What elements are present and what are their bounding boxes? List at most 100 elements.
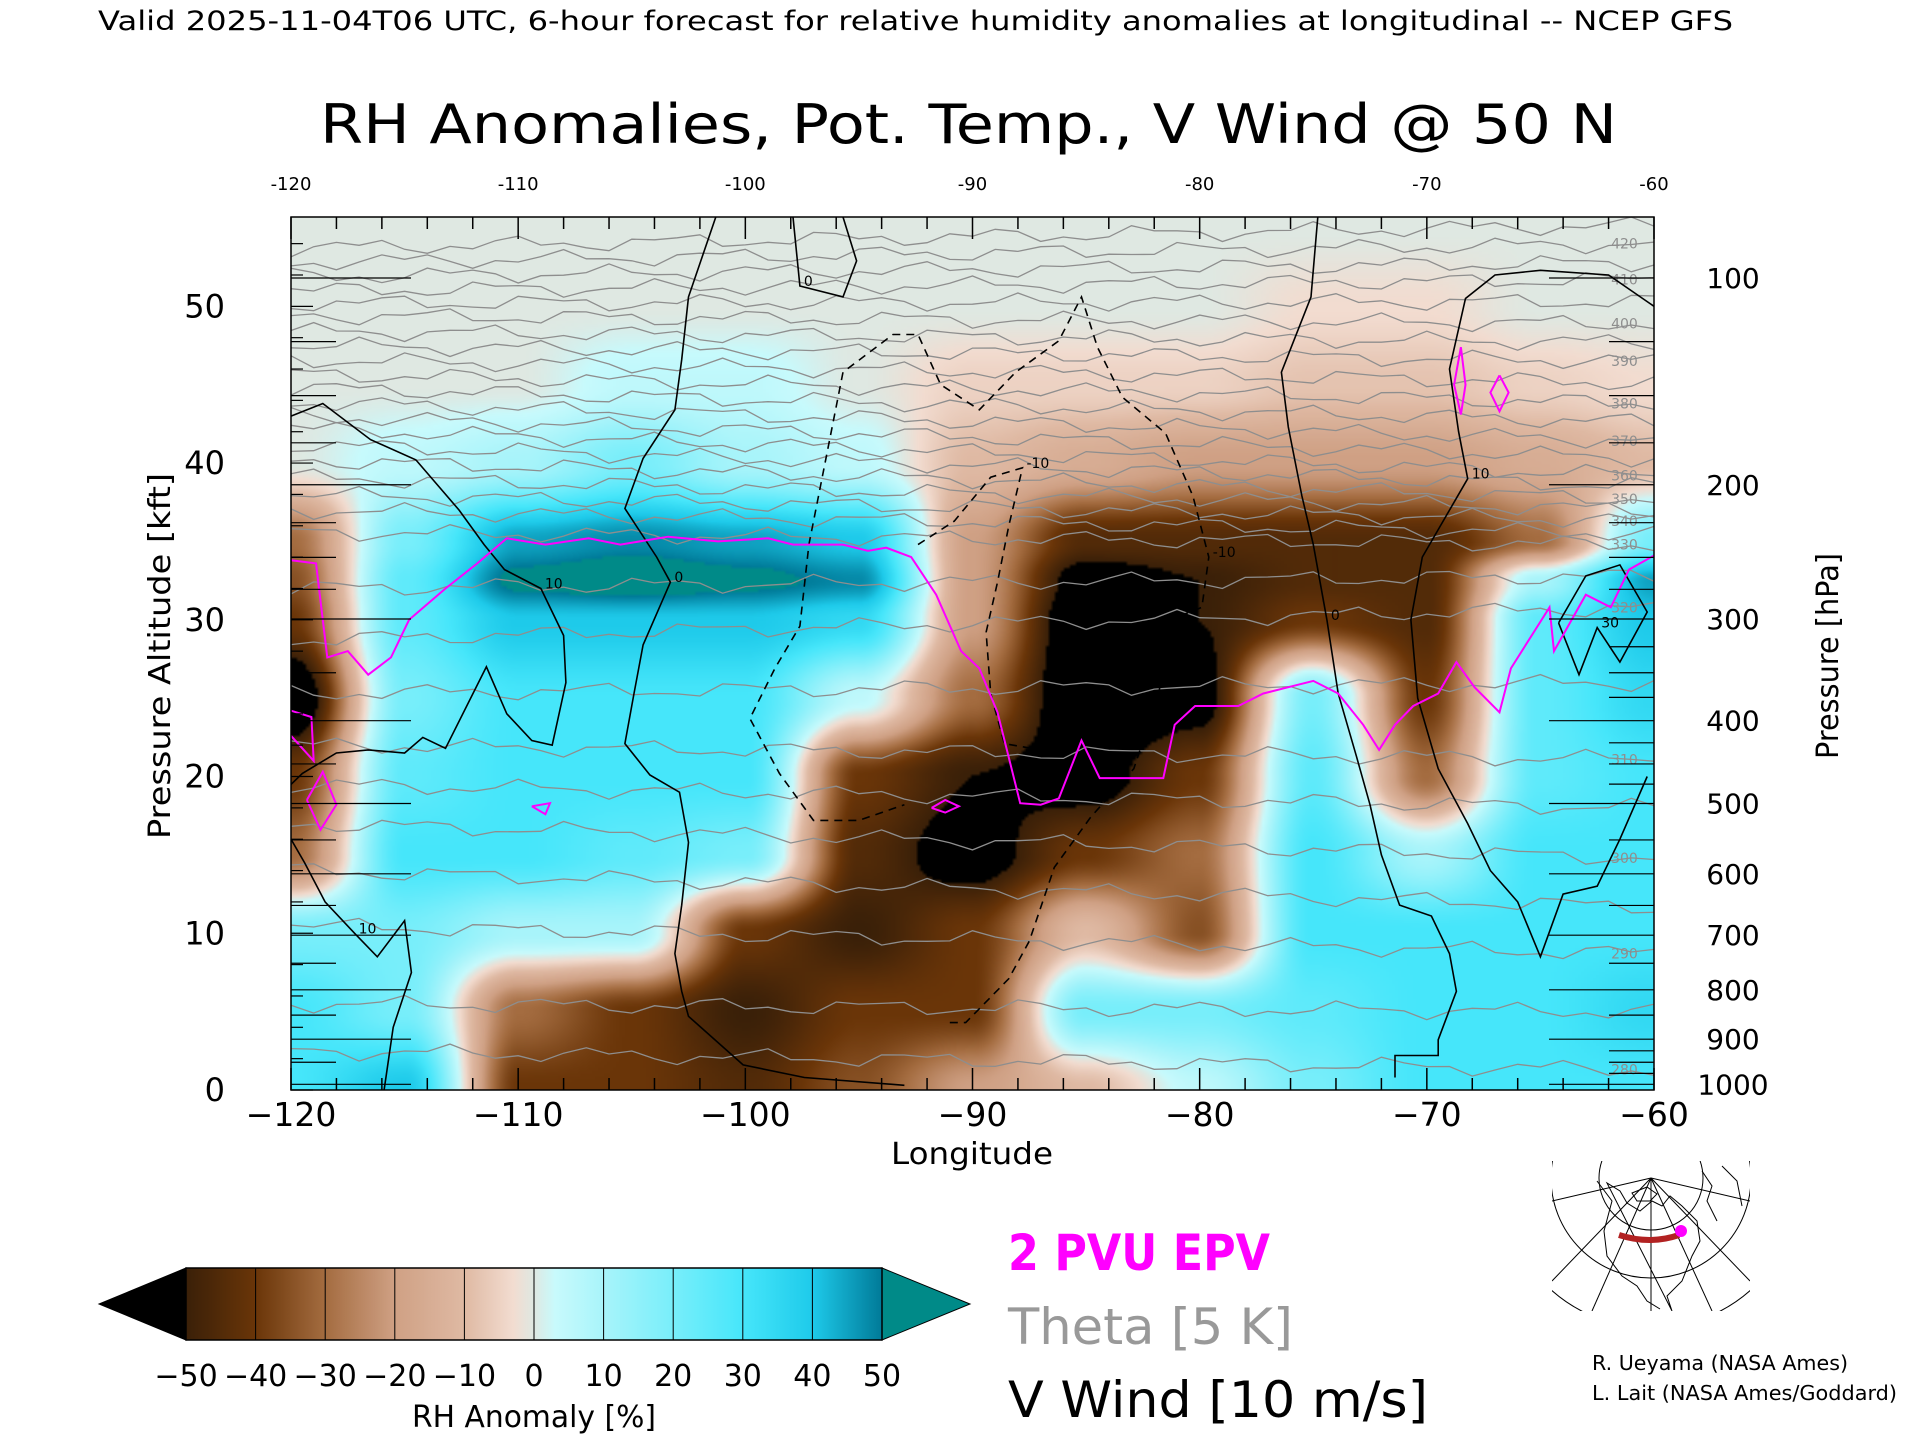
- bottom-tick-label: −60: [1619, 1095, 1689, 1134]
- epv-2pvu-contours: [290, 346, 1655, 832]
- theta-contour-395: [290, 321, 1655, 351]
- v-wind-contour: [1280, 216, 1458, 1078]
- theta-label: 350: [1611, 492, 1638, 508]
- bottom-tick-label: −100: [700, 1095, 791, 1134]
- credit-line-2: L. Lait (NASA Ames/Goddard): [1592, 1381, 1897, 1405]
- colorbar-under-triangle: [97, 1267, 187, 1341]
- v-wind-contour-label: 10: [359, 921, 377, 937]
- theta-contour-375: [290, 383, 1655, 429]
- theta-contour-290: [290, 917, 1655, 960]
- theta-contour-390: [290, 336, 1655, 370]
- colorbar-tick-label: −50: [154, 1359, 217, 1394]
- theta-label: 410: [1611, 273, 1638, 289]
- bottom-tick-label: −90: [938, 1095, 1008, 1134]
- left-tick-label: 30: [184, 601, 225, 639]
- theta-contour-385: [290, 352, 1655, 391]
- top-tick-label: -80: [1185, 174, 1214, 195]
- v-wind-contour-label: 10: [1472, 467, 1490, 483]
- colorbar: −50 −40 −30 −20 −10 0 10 20 30 40 50: [97, 1267, 972, 1394]
- top-tick-label: -100: [725, 174, 766, 195]
- colorbar-tick-label: 0: [524, 1359, 543, 1394]
- rh-anomaly-heatmap: [291, 217, 1654, 1090]
- theta-contour-420: [290, 237, 1655, 271]
- theta-contour-370: [290, 397, 1655, 449]
- theta-label: 380: [1611, 397, 1638, 413]
- right-tick-label: 700: [1706, 919, 1759, 952]
- theta-contours: 2802903003103203303403503603703803904004…: [290, 216, 1655, 1079]
- colorbar-tick-label: 30: [724, 1359, 762, 1394]
- theta-contour-360: [290, 421, 1655, 478]
- right-tick-label: 600: [1706, 858, 1759, 891]
- axes: -120−120-110−110-100−100-90−90-80−80-70−…: [184, 174, 1768, 1134]
- v-wind-contour: [290, 838, 413, 1091]
- v-wind-contour-label: 10: [545, 576, 563, 592]
- theta-label: 340: [1611, 514, 1638, 530]
- v-wind-contour: [792, 216, 858, 298]
- epv-2pvu-line: [531, 801, 552, 816]
- theta-contour-400: [290, 308, 1655, 333]
- epv-2pvu-line: [1489, 374, 1510, 414]
- valid-time-header: Valid 2025-11-04T06 UTC, 6-hour forecast…: [98, 6, 1733, 37]
- left-tick-label: 50: [184, 287, 225, 325]
- right-tick-label: 200: [1706, 469, 1759, 502]
- colorbar-tick-label: −20: [363, 1359, 426, 1394]
- v-wind-contour-label: -10: [1213, 545, 1236, 561]
- bottom-tick-label: −80: [1165, 1095, 1235, 1134]
- colorbar-tick-label: 20: [654, 1359, 692, 1394]
- theta-contour-410: [290, 272, 1655, 298]
- plot-frame: [290, 216, 1655, 1091]
- right-tick-label: 300: [1706, 603, 1759, 636]
- top-tick-label: -60: [1639, 174, 1668, 195]
- right-tick-label: 1000: [1697, 1068, 1768, 1101]
- theta-label: 310: [1611, 752, 1638, 768]
- epv-2pvu-line: [305, 769, 338, 832]
- theta-contour-310: [290, 737, 1655, 767]
- right-tick-label: 900: [1706, 1023, 1759, 1056]
- theta-contour-315: [290, 673, 1655, 701]
- v-wind-contour-label: -10: [1026, 456, 1049, 472]
- colorbar-tick-label: −10: [433, 1359, 496, 1394]
- credit-line-1: R. Ueyama (NASA Ames): [1592, 1351, 1848, 1375]
- v-wind-contour: [1557, 563, 1649, 677]
- theta-contour-330: [290, 524, 1655, 552]
- colorbar-tick-label: 10: [585, 1359, 623, 1394]
- colorbar-tick-label: 40: [793, 1359, 831, 1394]
- theta-contour-415: [290, 255, 1655, 284]
- top-tick-label: -90: [958, 174, 987, 195]
- left-tick-label: 20: [184, 758, 225, 796]
- theta-label: 390: [1611, 354, 1638, 370]
- colorbar-tick-label: −40: [224, 1359, 287, 1394]
- theta-label: 290: [1611, 947, 1638, 963]
- x-axis-label: Longitude: [891, 1137, 1053, 1172]
- bottom-tick-label: −70: [1392, 1095, 1462, 1134]
- locator-map: [1552, 1161, 1750, 1311]
- right-tick-label: 800: [1706, 974, 1759, 1007]
- theta-contour-335: [290, 502, 1655, 541]
- bottom-tick-label: −110: [473, 1095, 564, 1134]
- v-wind-contour-label: 0: [674, 570, 683, 586]
- colorbar-label: RH Anomaly [%]: [412, 1400, 656, 1435]
- top-tick-label: -70: [1412, 174, 1441, 195]
- y-axis-label-right: Pressure [hPa]: [1811, 553, 1846, 759]
- theta-contour-345: [290, 468, 1655, 518]
- colorbar-tick-label: −30: [294, 1359, 357, 1394]
- epv-2pvu-line: [1453, 346, 1467, 415]
- top-tick-label: -120: [271, 174, 312, 195]
- cross-section-path: [1618, 1232, 1680, 1243]
- section-end-marker: [1675, 1225, 1687, 1237]
- v-wind-contours: 0 0 -10 -10 0 10 10 10 30: [290, 216, 1655, 1091]
- colorbar-tick-label: 50: [863, 1359, 901, 1394]
- top-tick-label: -110: [498, 174, 539, 195]
- legend-epv: 2 PVU EPV: [1008, 1224, 1270, 1282]
- theta-label: 300: [1611, 851, 1638, 867]
- y-axis-label-left: Pressure Altitude [kft]: [143, 473, 178, 839]
- theta-label: 370: [1611, 434, 1638, 450]
- theta-contour-280: [290, 1043, 1655, 1077]
- legend-vwind: V Wind [10 m/s]: [1008, 1371, 1428, 1429]
- bottom-tick-label: −120: [246, 1095, 337, 1134]
- right-tick-label: 100: [1706, 262, 1759, 295]
- legend-theta: Theta [5 K]: [1007, 1298, 1293, 1356]
- chart-title: RH Anomalies, Pot. Temp., V Wind @ 50 N: [320, 93, 1617, 156]
